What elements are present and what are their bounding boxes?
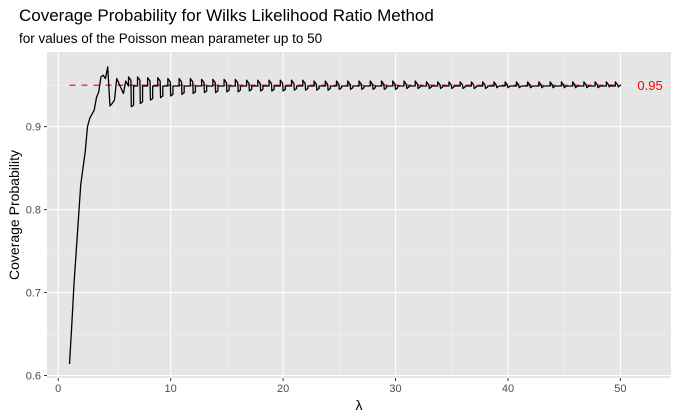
reference-line-label: 0.95	[637, 78, 662, 93]
chart-subtitle: for values of the Poisson mean parameter…	[19, 31, 322, 46]
reference-line-group: 0.95	[69, 78, 663, 93]
x-tick-label: 0	[55, 383, 61, 395]
y-tick-label: 0.9	[26, 122, 41, 134]
x-tick-label: 10	[165, 383, 177, 395]
x-tick-label: 50	[614, 383, 626, 395]
x-tick-label: 40	[502, 383, 514, 395]
chart-title: Coverage Probability for Wilks Likelihoo…	[19, 6, 434, 25]
coverage-series-line	[68, 66, 622, 364]
x-axis-label: λ	[356, 397, 363, 413]
x-tick-label: 30	[389, 383, 401, 395]
grid-lines	[47, 52, 671, 378]
y-axis-label: Coverage Probability	[6, 150, 22, 280]
y-tick-label: 0.7	[26, 288, 41, 300]
y-tick-label: 0.6	[26, 371, 41, 383]
y-tick-label: 0.8	[26, 205, 41, 217]
plot-panel	[47, 52, 671, 378]
x-tick-label: 20	[277, 383, 289, 395]
axis-ticks: 0 10 20 30 40 50 0.6 0.7 0.8 0.9	[26, 122, 627, 395]
series-group	[68, 66, 622, 364]
